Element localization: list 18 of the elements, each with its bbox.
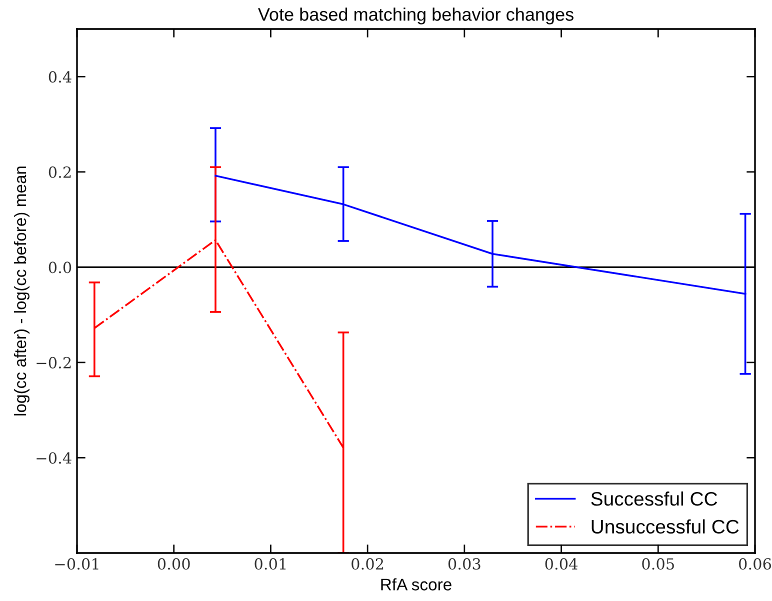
legend-label: Successful CC (591, 491, 718, 506)
legend-label: Unsuccessful CC (592, 519, 739, 534)
y-axis-title: log(cc after) - log(cc before) mean (14, 166, 30, 416)
y-tick-label: 0.4 (48, 71, 72, 83)
y-tick-label: 0.0 (48, 262, 72, 274)
x-tick-label: 0.03 (448, 558, 480, 570)
chart-title: Vote based matching behavior changes (258, 8, 574, 24)
y-tick-label: −0.2 (36, 356, 71, 368)
x-tick-label: 0.06 (739, 558, 772, 570)
y-tick-label: −0.4 (36, 452, 72, 464)
x-tick-label: 0.01 (254, 558, 286, 570)
x-tick-label: −0.01 (55, 558, 98, 570)
x-axis-title: RfA score (381, 578, 452, 590)
x-tick-label: 0.00 (158, 558, 190, 570)
x-tick-label: 0.04 (545, 558, 578, 570)
x-tick-label: 0.02 (352, 558, 384, 570)
y-tick-label: 0.2 (48, 166, 71, 178)
x-tick-label: 0.05 (642, 558, 674, 570)
